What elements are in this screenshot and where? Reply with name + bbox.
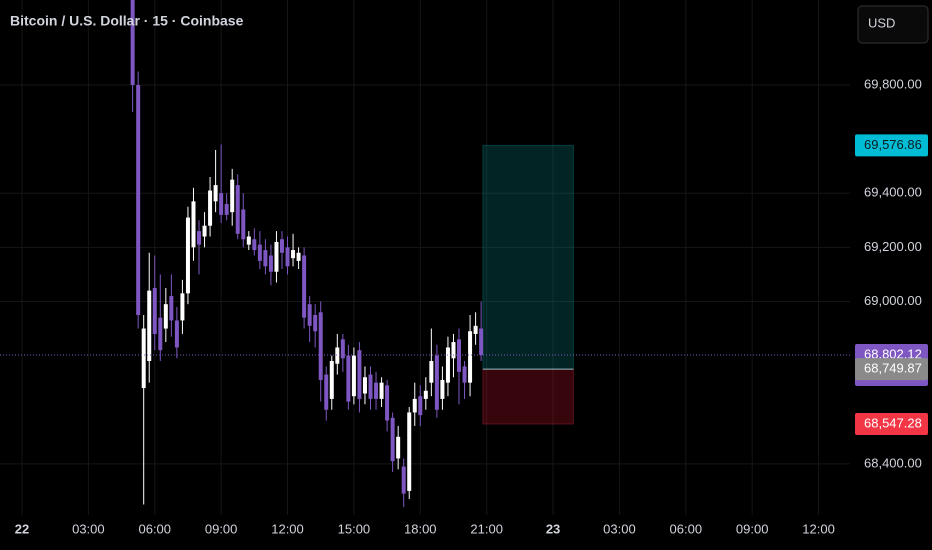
candle-body: [296, 252, 301, 261]
candle-body: [197, 231, 202, 245]
y-tick-label: 69,200.00: [864, 239, 922, 254]
candle-body: [147, 290, 152, 362]
candle-body: [130, 0, 135, 85]
candle-body: [274, 241, 279, 272]
candle-body: [180, 293, 185, 321]
candle-body: [268, 255, 273, 272]
candle-body: [451, 342, 456, 359]
candle-body: [368, 374, 373, 399]
candle-body: [468, 331, 473, 383]
x-tick-label: 12:00: [802, 521, 835, 536]
candle-body: [324, 374, 329, 410]
candle-body: [445, 347, 450, 383]
candle-body: [396, 436, 401, 459]
candle-body: [329, 361, 334, 399]
candle-body: [479, 328, 484, 356]
candle-body: [340, 339, 345, 359]
price-label: 68,749.87: [864, 361, 922, 376]
candle-body: [302, 255, 307, 318]
x-tick-label: 06:00: [670, 521, 703, 536]
y-tick-label: 68,400.00: [864, 455, 922, 470]
price-label: 68,802.12: [864, 346, 922, 361]
stop-zone: [482, 368, 574, 425]
x-tick-label: 09:00: [736, 521, 769, 536]
candle-body: [163, 304, 168, 329]
candle-body: [418, 396, 423, 416]
candle-body: [219, 193, 224, 215]
candle-body: [246, 236, 251, 245]
candle-body: [407, 412, 412, 491]
axes: 68,400.00 69,000.00 69,200.00 69,400.00 69,8…: [15, 76, 928, 536]
candle-body: [208, 190, 213, 226]
price-label-box: [855, 412, 928, 435]
price-label: 68,547.28: [864, 415, 922, 430]
currency-button[interactable]: [857, 5, 929, 44]
price-label-box: [855, 358, 928, 381]
candle-body: [152, 287, 157, 334]
candle-body: [346, 355, 351, 402]
x-tick-label: 21:00: [470, 521, 503, 536]
candle-body: [457, 339, 462, 372]
candle-body: [224, 204, 229, 215]
candle-body: [235, 185, 240, 234]
candle-body: [362, 377, 367, 394]
candle-body: [158, 317, 163, 351]
plot: [0, 0, 850, 508]
price-label-box: [855, 134, 928, 157]
candle-body: [136, 84, 141, 316]
x-tick-label: 18:00: [404, 521, 437, 536]
candle-body: [291, 250, 296, 259]
candle-body: [318, 312, 323, 380]
candle-body: [473, 325, 478, 334]
candle-body: [191, 201, 196, 248]
y-tick-label: 69,400.00: [864, 185, 922, 200]
candle-body: [252, 239, 257, 251]
candle-body: [357, 350, 362, 399]
x-tick-label: 06:00: [138, 521, 171, 536]
candle-body: [412, 398, 417, 413]
candle-body: [257, 244, 262, 261]
currency-label[interactable]: USD: [868, 15, 895, 30]
x-tick-label: 15:00: [338, 521, 371, 536]
candle-body: [141, 328, 146, 389]
target-zone: [482, 144, 574, 370]
y-tick-label: 69,000.00: [864, 293, 922, 308]
x-tick-label: 09:00: [205, 521, 238, 536]
candle-body: [434, 355, 439, 410]
candle-body: [213, 185, 218, 202]
x-tick-label: 23: [546, 521, 560, 536]
candle-body: [423, 390, 428, 399]
candle-body: [263, 250, 268, 267]
candle-body: [307, 304, 312, 326]
candle-body: [279, 239, 284, 253]
candle-body: [202, 225, 207, 237]
x-tick-label: 03:00: [72, 521, 105, 536]
x-tick-label: 03:00: [603, 521, 636, 536]
candle-body: [374, 382, 379, 399]
candle-body: [440, 379, 445, 399]
candle-body: [462, 366, 467, 383]
y-tick-label: 69,800.00: [864, 76, 922, 91]
chart-title: Bitcoin / U.S. Dollar · 15 · Coinbase: [10, 13, 244, 29]
candle-body: [241, 209, 246, 240]
candle-body: [379, 382, 384, 399]
candle-body: [401, 466, 406, 494]
candle-body: [429, 361, 434, 383]
x-tick-label: 12:00: [271, 521, 304, 536]
candle-body: [390, 417, 395, 462]
candle-body: [185, 217, 190, 294]
candle-body: [351, 355, 356, 397]
x-tick-label: 22: [15, 521, 29, 536]
candle-body: [285, 247, 290, 267]
price-label: 69,576.86: [864, 137, 922, 152]
candle-body: [174, 320, 179, 348]
candle-body: [230, 179, 235, 213]
candle-body: [385, 385, 390, 421]
candle-body: [335, 347, 340, 364]
candle-body: [313, 315, 318, 332]
candle-body: [169, 296, 174, 321]
